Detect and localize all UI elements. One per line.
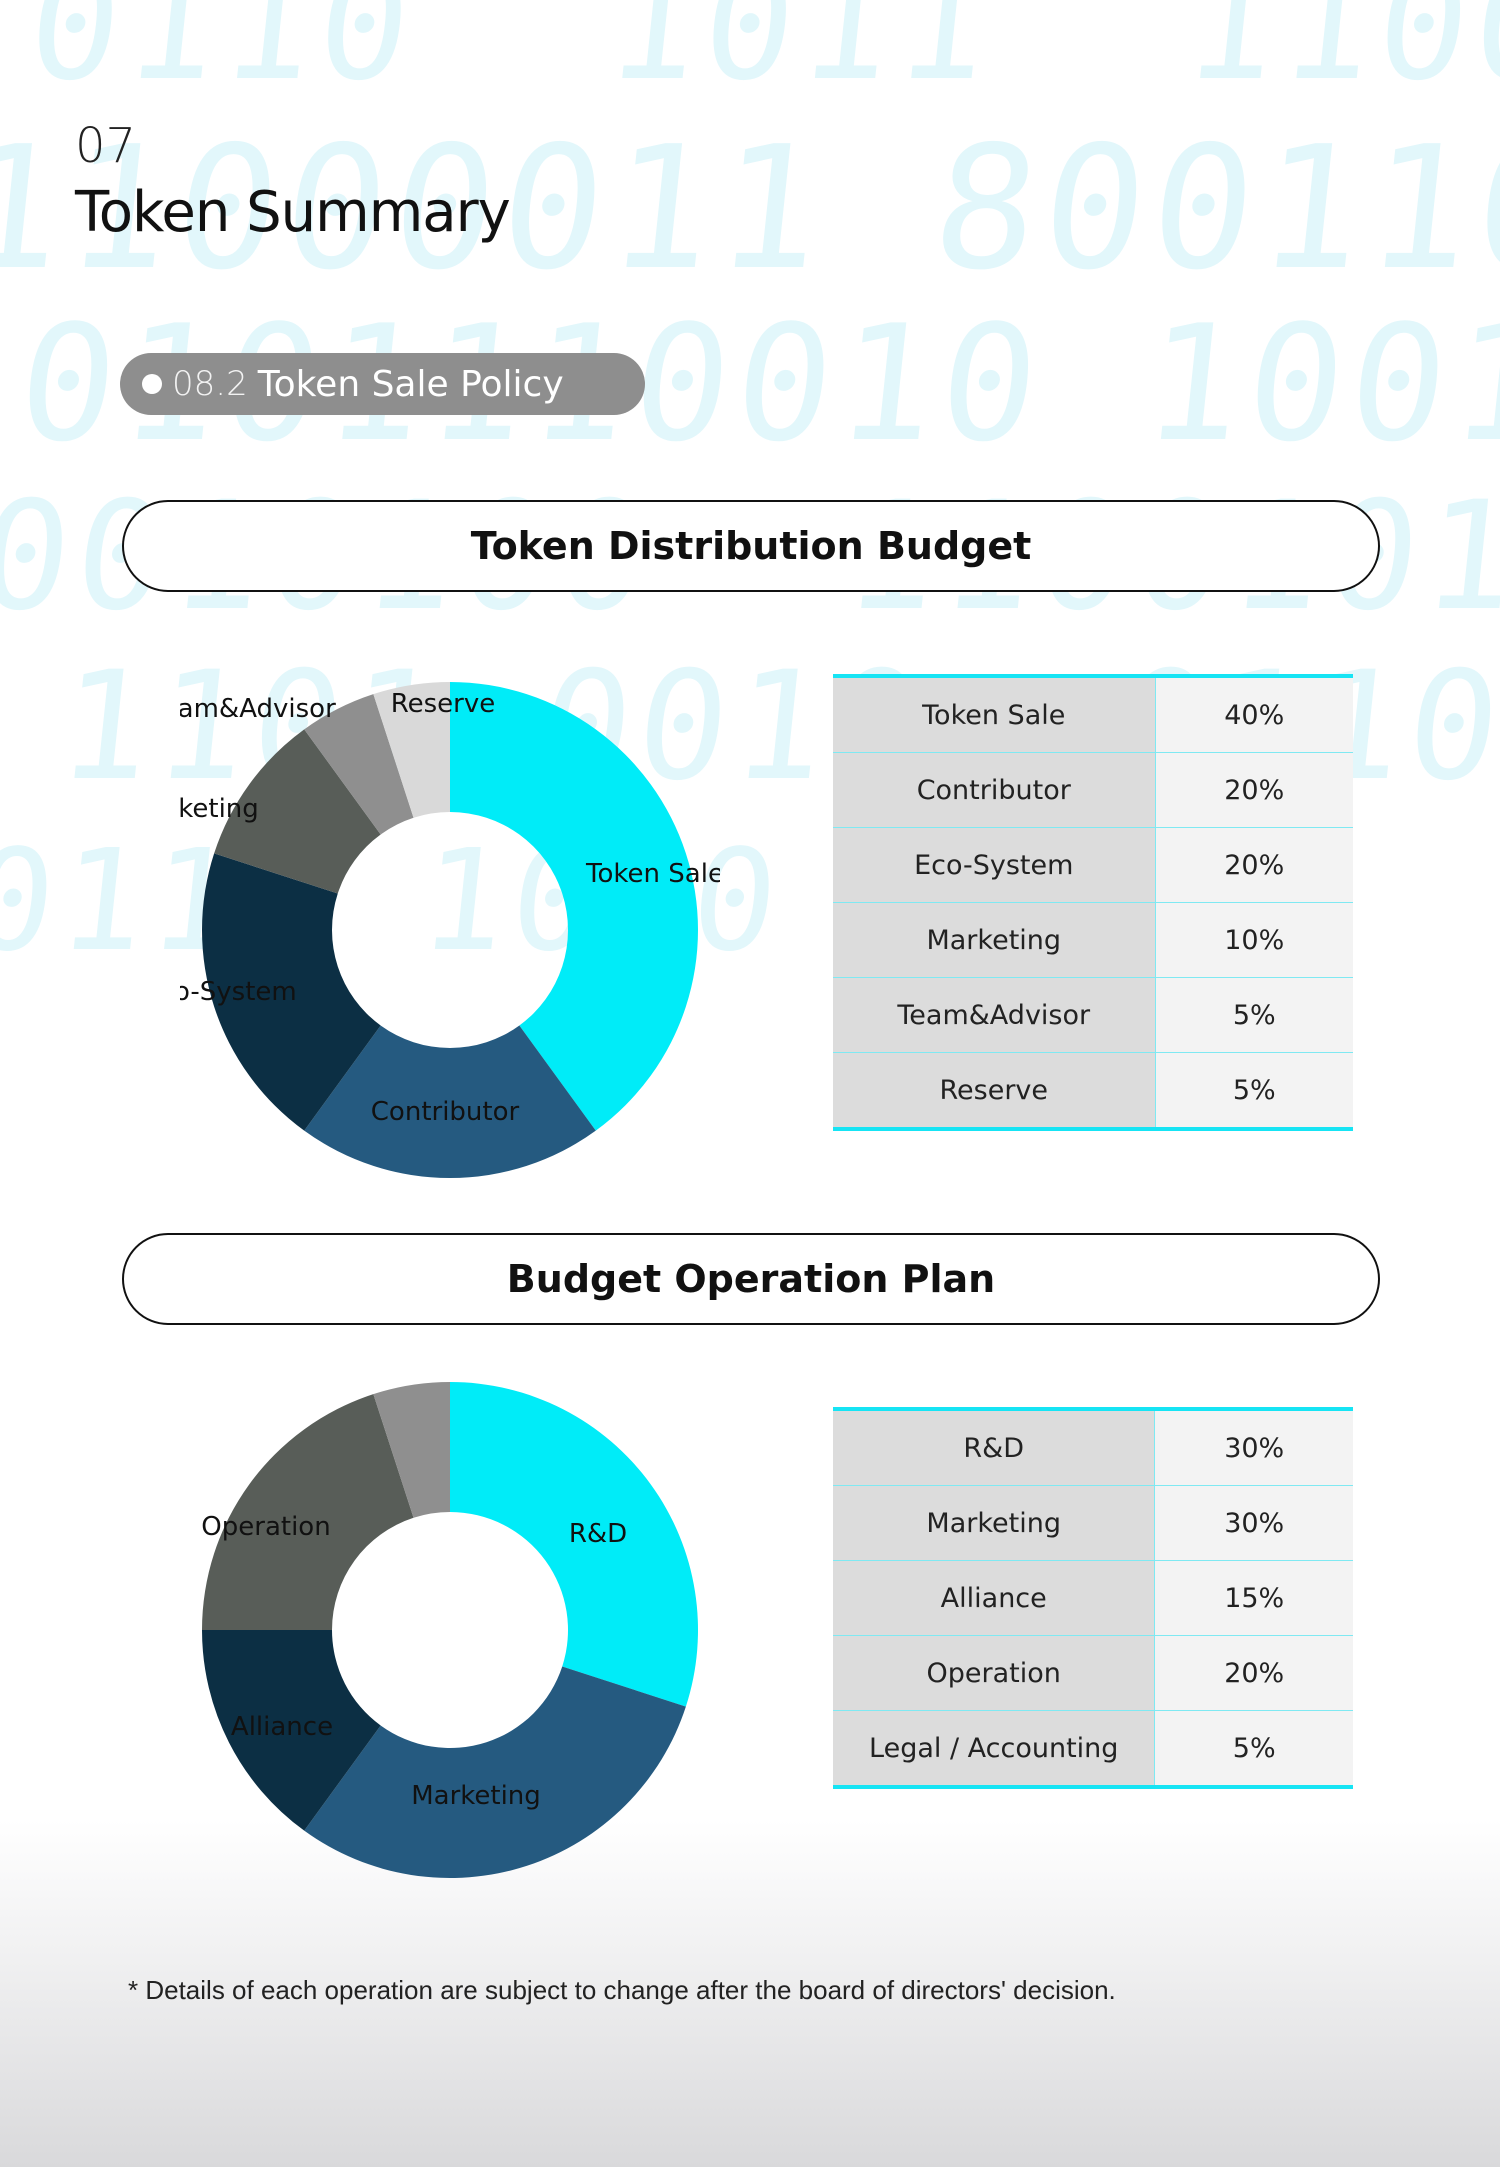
page-title: Token Summary	[75, 180, 511, 245]
operation-table-row: Operation 20%	[833, 1635, 1353, 1711]
distribution-table-category-cell: Marketing	[833, 902, 1156, 978]
distribution-table-category-cell: Contributor	[833, 752, 1156, 828]
operation-table-value-cell: 15%	[1154, 1560, 1353, 1636]
bullet-dot-icon	[142, 374, 162, 394]
operation-chart-header: Budget Operation Plan	[122, 1233, 1380, 1325]
operation-table-category-cell: Legal / Accounting	[833, 1710, 1156, 1789]
distribution-table-value-cell: 5%	[1155, 977, 1353, 1053]
operation-chart-slice	[450, 1382, 698, 1707]
distribution-donut-chart: Token Sale Contributor Eco-System Marketing…	[180, 682, 720, 1178]
operation-table-value-cell: 5%	[1154, 1710, 1353, 1789]
distribution-table-row: Token Sale 40%	[833, 674, 1353, 753]
operation-table-category-cell: Alliance	[833, 1560, 1156, 1636]
section-number: 07	[75, 118, 137, 174]
operation-table-row: Alliance 15%	[833, 1560, 1353, 1636]
distribution-chart-label: Team&Advisor	[180, 694, 336, 724]
operation-chart-label: Operation	[201, 1512, 330, 1542]
operation-table-value-cell: 30%	[1154, 1485, 1353, 1561]
distribution-chart-label: Contributor	[371, 1097, 520, 1127]
distribution-chart-slice	[373, 682, 450, 818]
operation-chart-slice	[202, 1394, 414, 1630]
operation-chart-label: Alliance	[231, 1712, 333, 1742]
distribution-chart-slice	[214, 729, 381, 894]
operation-donut-chart: R&DMarketingAllianceOperationLegal /Acco…	[201, 1382, 698, 1878]
distribution-table-category-cell: Team&Advisor	[833, 977, 1156, 1053]
distribution-table-row: Marketing 10%	[833, 902, 1353, 978]
distribution-chart-slice	[304, 1025, 596, 1178]
operation-table-row: Marketing 30%	[833, 1485, 1353, 1561]
distribution-table-category-cell: Reserve	[833, 1052, 1156, 1131]
operation-chart-label: Marketing	[411, 1781, 541, 1811]
distribution-table-category-cell: Eco-System	[833, 827, 1156, 903]
distribution-table-row: Eco-System 20%	[833, 827, 1353, 903]
subsection-label: Token Sale Policy	[257, 363, 564, 405]
operation-table-category-cell: Marketing	[833, 1485, 1156, 1561]
operation-table-row: Legal / Accounting 5%	[833, 1710, 1353, 1789]
distribution-chart-header: Token Distribution Budget	[122, 500, 1380, 592]
distribution-chart-label: Marketing	[180, 794, 259, 824]
subsection-number: 08.2	[172, 364, 248, 404]
distribution-table-value-cell: 10%	[1155, 902, 1353, 978]
distribution-table-category-cell: Token Sale	[833, 674, 1156, 753]
operation-table-value-cell: 30%	[1154, 1407, 1353, 1486]
operation-chart-slice	[304, 1666, 686, 1878]
distribution-chart-label: Token Sale	[585, 859, 720, 889]
distribution-table-row: Team&Advisor 5%	[833, 977, 1353, 1053]
distribution-table-value-cell: 20%	[1155, 827, 1353, 903]
operation-table-row: R&D 30%	[833, 1407, 1353, 1486]
operation-table-value-cell: 20%	[1154, 1635, 1353, 1711]
distribution-table-value-cell: 5%	[1155, 1052, 1353, 1131]
operation-table-category-cell: Operation	[833, 1635, 1156, 1711]
distribution-table: Token Sale 40% Contributor 20% Eco-System 20%…	[833, 674, 1353, 1131]
distribution-chart-label: Reserve	[391, 689, 496, 719]
operation-table-category-cell: R&D	[833, 1407, 1156, 1486]
distribution-table-row: Contributor 20%	[833, 752, 1353, 828]
distribution-chart-slice	[304, 694, 414, 835]
distribution-table-row: Reserve 5%	[833, 1052, 1353, 1131]
subsection-pill: 08.2 Token Sale Policy	[120, 353, 645, 415]
distribution-table-value-cell: 40%	[1155, 674, 1353, 753]
operation-table: R&D 30% Marketing 30% Alliance 15% Operation 20…	[833, 1407, 1353, 1789]
footnote: * Details of each operation are subject …	[128, 1975, 1116, 2005]
distribution-chart-label: Eco-System	[180, 977, 297, 1007]
distribution-chart-slice	[450, 682, 698, 1131]
distribution-chart-slice	[202, 853, 381, 1131]
operation-chart-slice	[202, 1630, 381, 1831]
distribution-table-value-cell: 20%	[1155, 752, 1353, 828]
operation-chart-slice	[373, 1382, 450, 1518]
operation-chart-label: R&D	[569, 1519, 627, 1549]
